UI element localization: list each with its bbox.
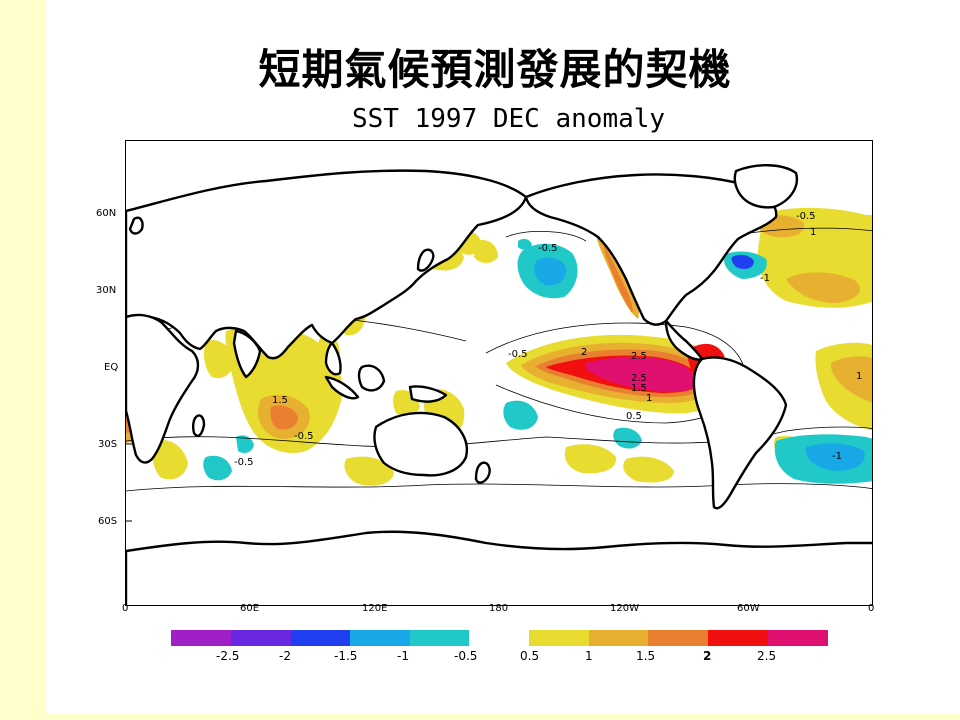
antarctica-land (126, 530, 872, 605)
lon-label-60e: 60E (240, 603, 260, 614)
africa-land (126, 313, 200, 464)
colorbar-box-neg25 (171, 630, 231, 646)
colorbar-label-15: 1.5 (636, 649, 656, 663)
lon-label-120e: 120E (362, 603, 388, 614)
contour-label-25-b: 2.5 (631, 373, 647, 384)
lon-label-60w: 60W (737, 603, 760, 614)
contour-label-1-c: 1 (810, 227, 816, 238)
sumatra-land (324, 375, 360, 400)
contour-label-1-a: 1 (646, 393, 652, 404)
north-america-land (524, 173, 778, 326)
borneo-land (357, 364, 386, 392)
colorbar-label-1: 1 (585, 649, 593, 663)
colorbar-box-05 (529, 630, 589, 646)
colorbar-box-neg15 (291, 630, 350, 646)
lat-label-30n: 30N (96, 285, 117, 296)
contour-label-neg1: -1 (832, 451, 842, 462)
lon-label-0: 0 (122, 603, 129, 614)
colorbar-box-neg05 (410, 630, 469, 646)
madagascar-land (191, 414, 206, 437)
new-zealand-land (474, 461, 491, 484)
india-land (232, 329, 262, 379)
contour-label-neg05-d: -0.5 (796, 211, 816, 222)
s-pacific-cool-1 (503, 400, 538, 430)
colorbar-box-25 (768, 630, 828, 646)
trop-atlantic-warm-inner (830, 356, 872, 403)
colorbar-box-1 (589, 630, 648, 646)
slide-title: 短期氣候預測發展的契機 (258, 45, 732, 94)
japan-land (416, 248, 435, 272)
contour-label-neg1-b: -1 (760, 273, 770, 284)
s-pacific-warm-2 (623, 456, 674, 483)
sea-mainland-land (324, 341, 342, 376)
uk-land (128, 216, 144, 235)
gulf-alaska-cool (518, 238, 532, 250)
lon-label-0-end: 0 (868, 603, 875, 614)
lon-label-180: 180 (489, 603, 509, 614)
slide-margin-strip (0, 0, 46, 720)
indian-ocean-warm-15 (270, 405, 298, 430)
australia-land (373, 411, 469, 477)
map-title: SST 1997 DEC anomaly (352, 104, 666, 134)
n-atlantic-warm-inner (786, 272, 860, 303)
colorbar-label-05: 0.5 (520, 649, 540, 663)
colorbar-label-neg05: -0.5 (454, 649, 478, 663)
colorbar-label-25: 2.5 (757, 649, 777, 663)
continents (126, 164, 872, 605)
lat-label-60n: 60N (96, 208, 117, 219)
slide-bottom-strip (0, 714, 960, 720)
south-america-land (692, 356, 788, 510)
colorbar-box-15 (648, 630, 708, 646)
colorbar-label-2: 2 (703, 649, 712, 663)
map-canvas: -0.5 -0.5 2.5 2.5 2 1.5 1 0.5 -0.5 1.5 -… (126, 164, 872, 605)
eurasia-land (126, 169, 528, 360)
colorbar-box-neg1 (350, 630, 410, 646)
s-indian-warm (344, 456, 394, 486)
lat-label-eq: EQ (104, 362, 119, 373)
ne-pacific-warm (474, 239, 498, 263)
lon-label-120w: 120W (610, 603, 639, 614)
contour-label-25-a: 2.5 (631, 351, 647, 362)
contour-label-2: 2 (581, 347, 587, 358)
colorbar-label-neg15: -1.5 (334, 649, 358, 663)
na-west-coast-warm-inner (604, 245, 633, 313)
contour-label-15: 1.5 (631, 383, 647, 394)
colorbar-label-neg2: -2 (279, 649, 291, 663)
new-guinea-land (408, 385, 448, 403)
contour-label-1-b: 1 (856, 371, 862, 382)
lat-label-30s: 30S (98, 439, 118, 450)
contour-label-neg05-b: -0.5 (538, 243, 558, 254)
arabian-sea-warm (204, 339, 234, 379)
el-nino-tongue-25 (586, 356, 698, 392)
contour-label-05: 0.5 (626, 411, 642, 422)
n-atlantic-cool-inner (731, 254, 754, 269)
s-atlantic-cool-inner (805, 443, 865, 471)
contour-label-05-b: -0.5 (294, 431, 314, 442)
colorbar-box-neg2 (231, 630, 291, 646)
colorbar-label-neg1: -1 (397, 649, 409, 663)
s-indian-cool-2 (236, 435, 254, 453)
s-pacific-warm-1 (564, 444, 617, 474)
sst-anomaly-map: -0.5 -0.5 2.5 2.5 2 1.5 1 0.5 -0.5 1.5 -… (125, 140, 873, 606)
contour-label-neg05-c: -0.5 (234, 457, 254, 468)
contour-labels: -0.5 -0.5 2.5 2.5 2 1.5 1 0.5 -0.5 1.5 -… (234, 211, 862, 468)
contour-label-neg05-a: -0.5 (508, 349, 528, 360)
cool-anomaly-regions (203, 238, 872, 484)
s-indian-cool (203, 455, 232, 481)
s-pacific-cool-2 (613, 427, 642, 449)
greenland-land (733, 164, 799, 209)
colorbar-label-neg25: -2.5 (216, 649, 240, 663)
n-pacific-cool-inner (534, 257, 567, 286)
lat-label-60s: 60S (98, 516, 118, 527)
sw-indian-warm (152, 440, 188, 480)
colorbar-box-2 (708, 630, 768, 646)
contour-label-15-b: 1.5 (272, 395, 288, 406)
